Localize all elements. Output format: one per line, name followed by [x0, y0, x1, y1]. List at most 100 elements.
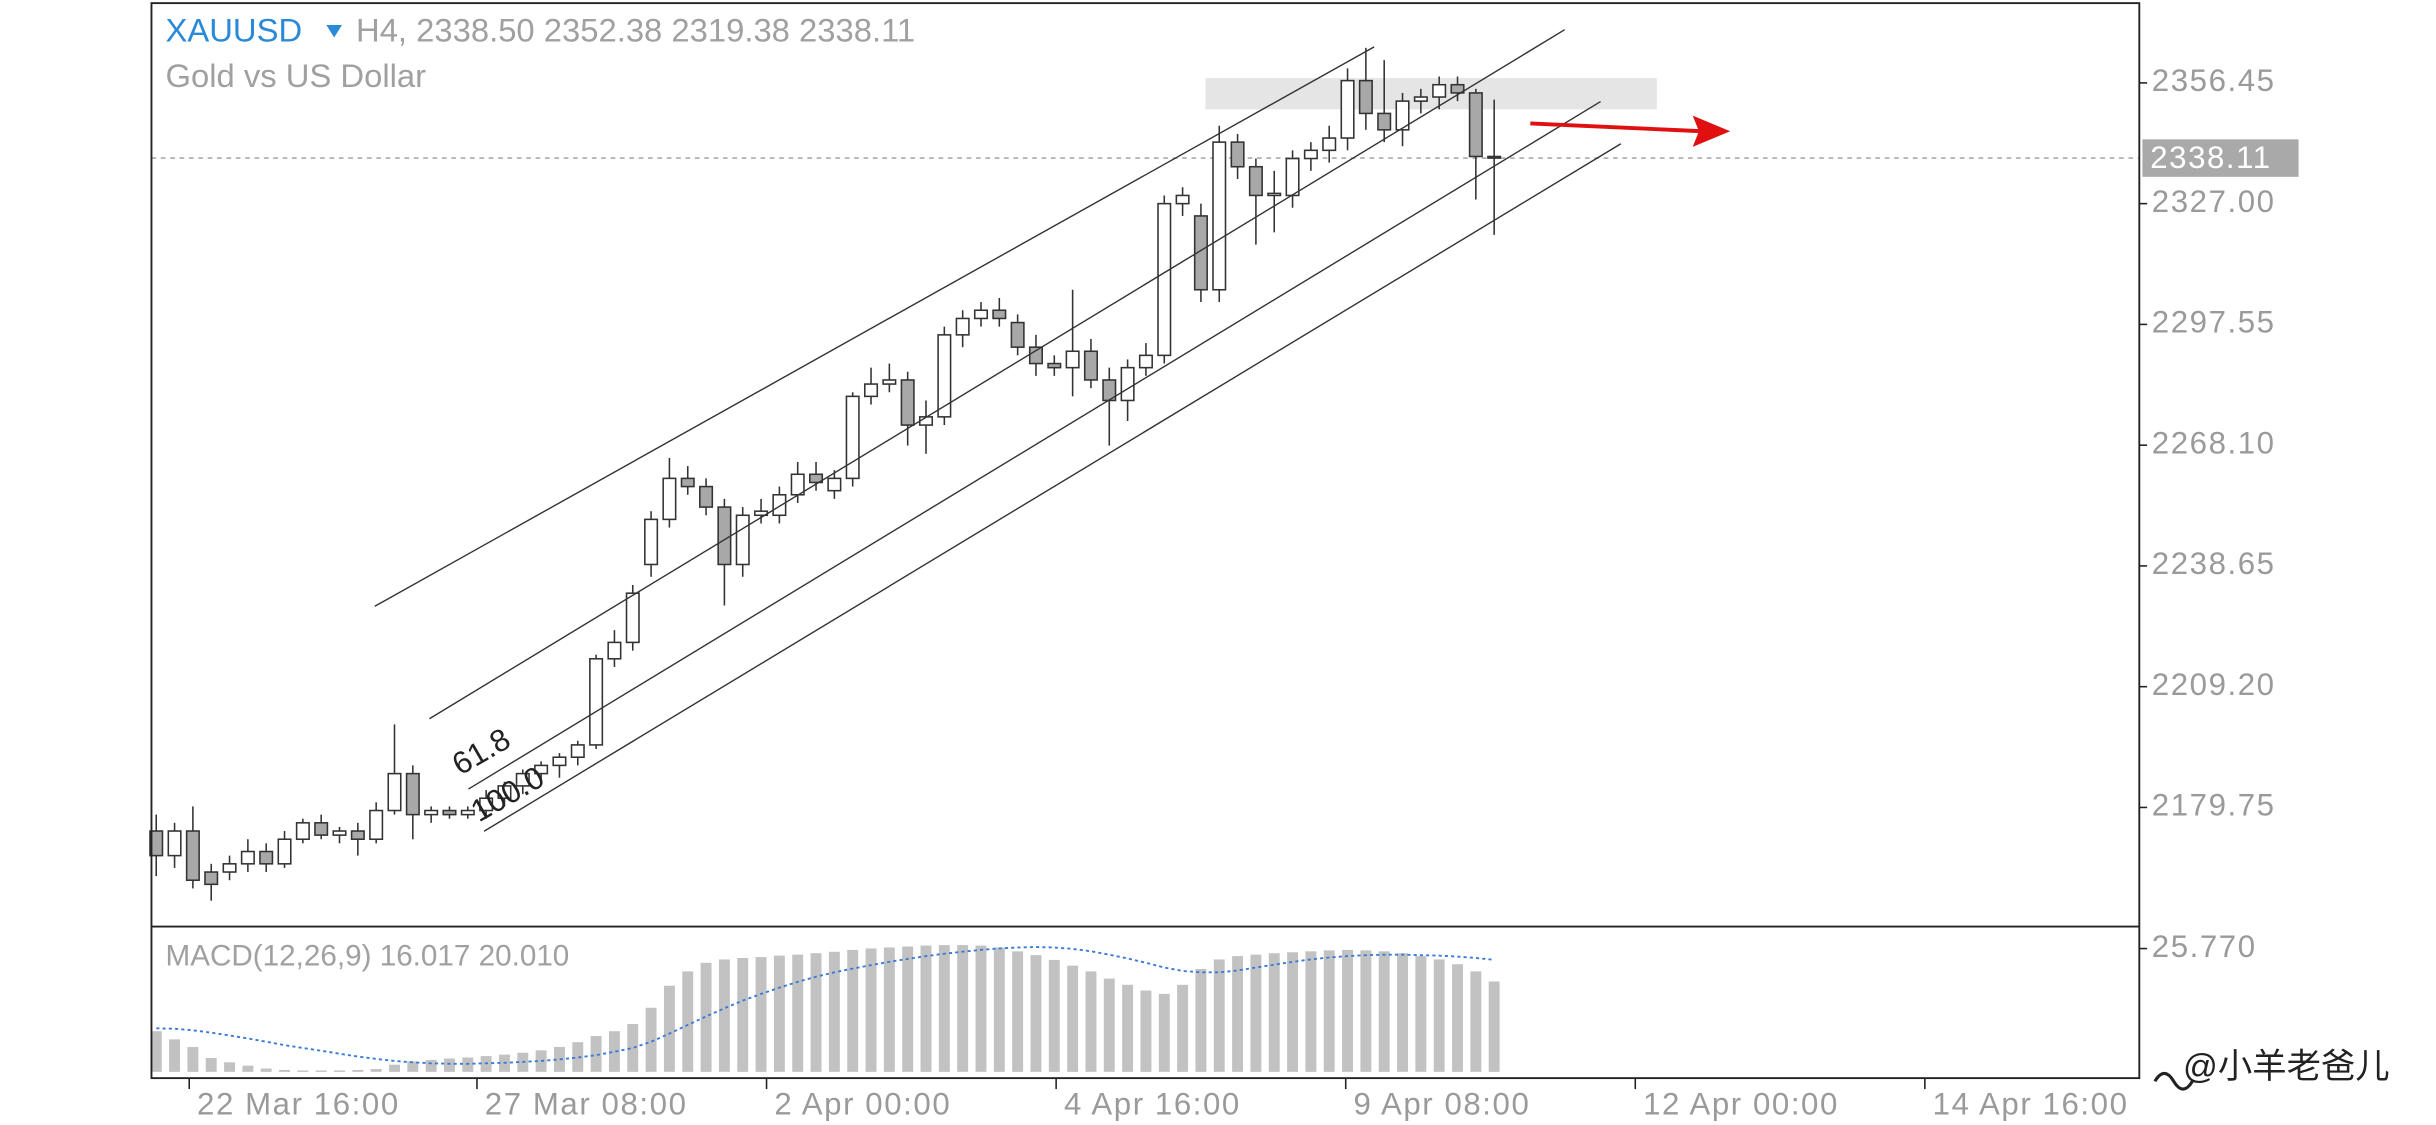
candle-body: [1028, 346, 1043, 365]
candle-body: [424, 809, 439, 816]
candle-body: [790, 473, 805, 496]
macd-bar: [1360, 950, 1372, 1072]
symbol[interactable]: XAUUSD: [166, 11, 303, 48]
x-tick-label: 9 Apr 08:00: [1354, 1086, 1531, 1121]
macd-bar: [1158, 993, 1170, 1072]
macd-bar: [1122, 984, 1134, 1072]
macd-bar: [1397, 953, 1408, 1072]
macd-bar: [553, 1046, 565, 1072]
macd-bar: [938, 945, 950, 1072]
macd-bar: [1250, 954, 1262, 1072]
candle-body: [937, 334, 952, 418]
candle-body: [662, 477, 677, 521]
y-tick-label: 2238.65: [2152, 546, 2276, 581]
macd-bar: [883, 947, 895, 1072]
candle-body: [772, 493, 787, 517]
candle-body: [497, 785, 512, 799]
macd-bar: [902, 946, 914, 1072]
macd-bar: [993, 947, 1005, 1072]
current-price-label: 2338.11: [2150, 140, 2271, 175]
candle-body: [332, 830, 347, 836]
macd-bar: [663, 985, 675, 1072]
macd-bar: [1067, 965, 1079, 1072]
candle-body: [350, 830, 365, 841]
macd-bar: [645, 1007, 657, 1072]
macd-bar: [975, 945, 987, 1072]
macd-bar: [608, 1031, 620, 1072]
macd-bar: [847, 949, 859, 1072]
macd-bar: [242, 1065, 254, 1072]
candle-body: [1047, 362, 1062, 369]
macd-bar: [920, 945, 932, 1072]
macd-bar: [315, 1070, 327, 1072]
x-tick-label: 4 Apr 16:00: [1064, 1086, 1241, 1121]
candle-body: [1230, 141, 1245, 168]
candle-body: [882, 379, 897, 385]
macd-bar: [1085, 971, 1097, 1072]
symbol-dropdown-icon[interactable]: [326, 25, 342, 38]
candle-body: [240, 850, 255, 865]
macd-bar: [169, 1039, 181, 1072]
macd-bar: [1452, 964, 1463, 1072]
indicator-title: MACD(12,26,9) 16.017 20.010: [166, 940, 570, 973]
candle-body: [204, 871, 219, 886]
macd-bar: [1415, 956, 1427, 1072]
candle-body: [644, 518, 659, 566]
macd-bar: [224, 1062, 236, 1072]
candle-body: [809, 473, 824, 484]
candle-body: [1432, 83, 1447, 98]
candle-body: [1065, 350, 1080, 369]
macd-bar: [1470, 971, 1482, 1072]
y-tick-label: 2179.75: [2152, 788, 2276, 823]
y-tick-label: 2209.20: [2152, 667, 2276, 702]
candle-body: [167, 830, 182, 857]
macd-bar: [205, 1058, 217, 1072]
candle-body: [1175, 194, 1190, 205]
candle-body: [277, 838, 292, 865]
candle-body: [1138, 354, 1153, 369]
candle-body: [1120, 366, 1135, 402]
macd-bar: [572, 1042, 584, 1072]
candle-body: [992, 309, 1007, 320]
candle-body: [534, 764, 549, 775]
candle-body: [149, 830, 164, 857]
candle-body: [1413, 96, 1428, 102]
drawings-under: [1205, 78, 1657, 110]
candle-body: [863, 383, 879, 398]
ohlc-header: H4, 2338.50 2352.38 2319.38 2338.11: [356, 11, 915, 48]
candle-body: [1212, 141, 1227, 291]
macd-bar: [1268, 953, 1280, 1072]
candle-body: [625, 592, 640, 644]
y-tick-label: 2297.55: [2152, 305, 2276, 340]
macd-bar: [260, 1068, 272, 1072]
macd-bar: [792, 954, 804, 1072]
x-tick-label: 12 Apr 00:00: [1643, 1086, 1839, 1121]
macd-bar: [682, 971, 694, 1072]
candle-body: [1010, 321, 1025, 348]
x-tick-label: 22 Mar 16:00: [197, 1086, 400, 1121]
candle-body: [570, 744, 585, 758]
macd-bar: [810, 953, 822, 1072]
arrow-head: [1692, 115, 1731, 147]
candle-body: [1395, 100, 1410, 131]
watermark: @小羊老爸儿: [2153, 1048, 2390, 1091]
channel-line: [374, 46, 1375, 607]
watermark-text: @小羊老爸儿: [2183, 1048, 2390, 1086]
candle-body: [552, 756, 567, 767]
candle-body: [845, 395, 860, 480]
candle-body: [405, 772, 420, 816]
candle-body: [1303, 149, 1318, 160]
candle-body: [680, 477, 695, 488]
candle-body: [1450, 83, 1465, 94]
macd-bar: [187, 1046, 199, 1072]
candle-body: [699, 485, 714, 508]
candle-body: [607, 641, 622, 660]
candle-body: [1340, 79, 1355, 139]
candle-body: [1285, 157, 1300, 197]
grid: 2356.45 2327.00 2297.55 2268.10 2238.65 2209.…: [151, 63, 2299, 1122]
macd-bar: [1305, 951, 1317, 1072]
macd-bar: [1232, 956, 1244, 1072]
macd-bar: [1103, 978, 1115, 1072]
